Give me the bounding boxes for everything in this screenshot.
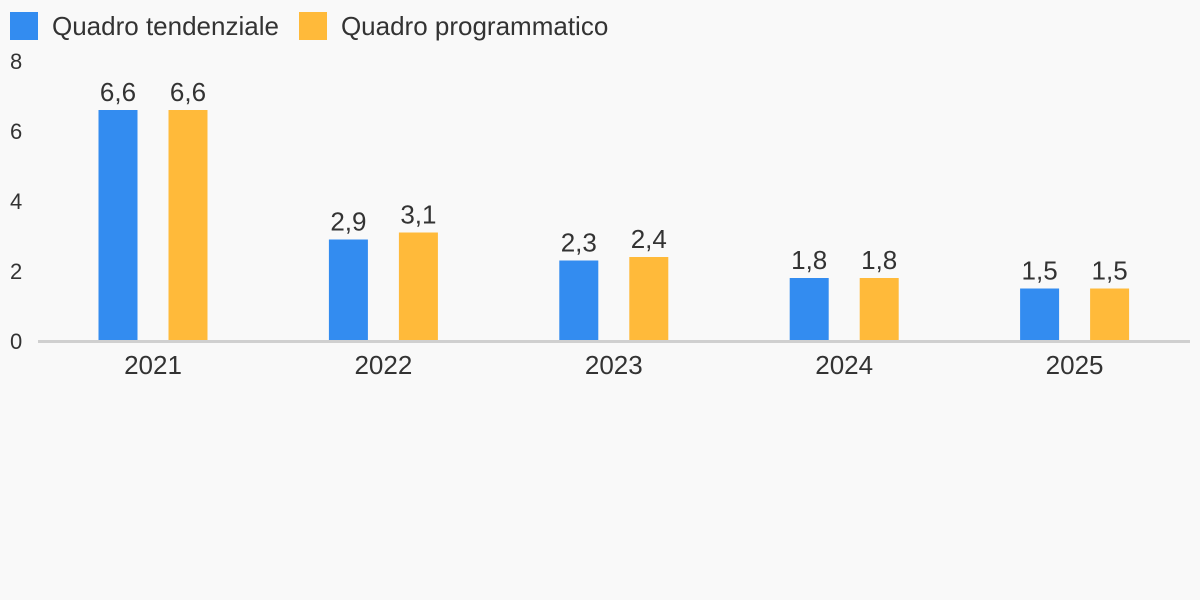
legend-label-programmatico: Quadro programmatico: [340, 10, 609, 41]
bar: [559, 260, 599, 341]
bar-value-label: 3,1: [400, 200, 436, 230]
bar: [98, 110, 138, 341]
x-tick-label: 2021: [124, 350, 182, 380]
legend-swatch-tendenziale: [10, 12, 38, 40]
bar-value-label: 6,6: [100, 77, 136, 107]
bar: [859, 278, 899, 341]
bar-value-label: 1,8: [791, 245, 827, 275]
legend-label-tendenziale: Quadro tendenziale: [52, 10, 279, 41]
y-tick-label: 2: [10, 259, 22, 284]
bar-value-label: 1,5: [1022, 256, 1058, 286]
bar-value-label: 2,9: [330, 207, 366, 237]
y-tick-label: 0: [10, 329, 22, 354]
bar-value-label: 1,5: [1092, 256, 1128, 286]
x-tick-label: 2023: [585, 350, 643, 380]
legend-swatch-programmatico: [298, 12, 327, 40]
bar: [398, 232, 438, 341]
bar: [629, 257, 669, 341]
bar: [1090, 288, 1130, 341]
bar: [328, 239, 368, 341]
y-tick-label: 6: [10, 119, 22, 144]
y-tick-label: 4: [10, 189, 22, 214]
bar-value-label: 2,3: [561, 228, 597, 258]
legend-item-tendenziale[interactable]: Quadro tendenziale: [10, 11, 279, 42]
y-tick-label: 8: [10, 49, 22, 74]
bar-value-label: 2,4: [631, 224, 667, 254]
bar: [789, 278, 829, 341]
bar: [1020, 288, 1060, 341]
x-tick-label: 2022: [354, 350, 412, 380]
legend-item-programmatico[interactable]: Quadro programmatico: [298, 10, 609, 42]
x-tick-label: 2025: [1046, 350, 1104, 380]
chart-legend: Quadro tendenziale Quadro programmatico: [10, 8, 628, 44]
x-tick-label: 2024: [815, 350, 873, 380]
bar-value-label: 1,8: [861, 245, 897, 275]
bar-value-label: 6,6: [170, 77, 206, 107]
bar: [168, 110, 208, 341]
